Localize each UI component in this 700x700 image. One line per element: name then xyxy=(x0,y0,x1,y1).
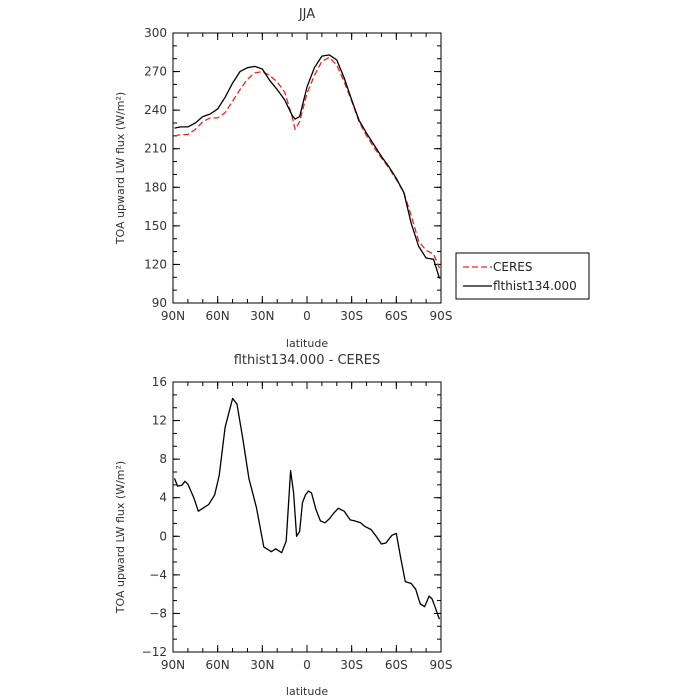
bottom-y-tick-label: 4 xyxy=(159,491,167,505)
top-y-axis-label: TOA upward LW flux (W/m²) xyxy=(114,92,127,245)
bottom-x-tick-label: 60S xyxy=(385,658,408,672)
bottom-chart-title: flthist134.000 - CERES xyxy=(234,353,381,368)
bottom-y-tick-label: 16 xyxy=(152,375,167,389)
top-axis-ticks: 90N 60N 30N 0 30S 60S 90S 90 120 150 180 210 240 270 3… xyxy=(144,26,452,323)
bottom-x-tick-label: 90S xyxy=(430,658,453,672)
top-x-tick-label: 90N xyxy=(161,309,185,323)
top-y-tick-label: 90 xyxy=(152,296,167,310)
series-line-ceres xyxy=(174,56,441,269)
bottom-y-tick-label: 0 xyxy=(159,529,167,543)
top-y-tick-label: 240 xyxy=(144,103,167,117)
bottom-x-tick-label: 60N xyxy=(206,658,230,672)
bottom-y-tick-label: −4 xyxy=(149,568,167,582)
top-y-tick-label: 270 xyxy=(144,65,167,79)
legend: CERES flthist134.000 xyxy=(455,252,590,300)
bottom-y-tick-label: 8 xyxy=(159,452,167,466)
bottom-axis-ticks: 90N 60N 30N 0 30S 60S 90S −12 −8 −4 0 4 8 12 16 xyxy=(142,375,453,672)
bottom-difference-line xyxy=(173,397,441,620)
top-chart-title: JJA xyxy=(298,7,315,22)
top-y-tick-label: 120 xyxy=(144,257,167,271)
top-panel: JJA latitude TOA upward LW flux (W/m²) 9… xyxy=(114,7,452,350)
bottom-y-tick-label: 12 xyxy=(152,414,167,428)
top-plot-frame xyxy=(172,32,442,304)
top-x-tick-label: 60S xyxy=(385,309,408,323)
top-y-tick-label: 150 xyxy=(144,219,167,233)
top-y-tick-label: 180 xyxy=(144,180,167,194)
bottom-x-axis-label: latitude xyxy=(286,685,328,698)
top-y-tick-label: 210 xyxy=(144,142,167,156)
series-line-flthist134-000 xyxy=(174,54,441,279)
bottom-x-tick-label: 30S xyxy=(340,658,363,672)
top-plot-series xyxy=(174,54,441,279)
top-x-tick-label: 90S xyxy=(430,309,453,323)
bottom-x-tick-label: 0 xyxy=(303,658,311,672)
top-x-tick-label: 30S xyxy=(340,309,363,323)
bottom-y-tick-label: −8 xyxy=(149,606,167,620)
bottom-x-tick-label: 90N xyxy=(161,658,185,672)
top-x-axis-label: latitude xyxy=(286,337,328,350)
bottom-x-tick-label: 30N xyxy=(250,658,274,672)
top-x-tick-label: 30N xyxy=(250,309,274,323)
bottom-plot-frame xyxy=(172,381,442,653)
bottom-y-tick-label: −12 xyxy=(142,645,167,659)
top-x-tick-label: 60N xyxy=(206,309,230,323)
bottom-y-axis-label: TOA upward LW flux (W/m²) xyxy=(114,461,127,614)
legend-label-ceres: CERES xyxy=(493,260,533,274)
bottom-plot-series xyxy=(173,397,441,620)
legend-label-flthist: flthist134.000 xyxy=(493,279,577,293)
bottom-panel: flthist134.000 - CERES latitude TOA upwa… xyxy=(114,353,452,698)
top-y-tick-label: 300 xyxy=(144,26,167,40)
top-x-tick-label: 0 xyxy=(303,309,311,323)
legend-box xyxy=(455,252,590,300)
